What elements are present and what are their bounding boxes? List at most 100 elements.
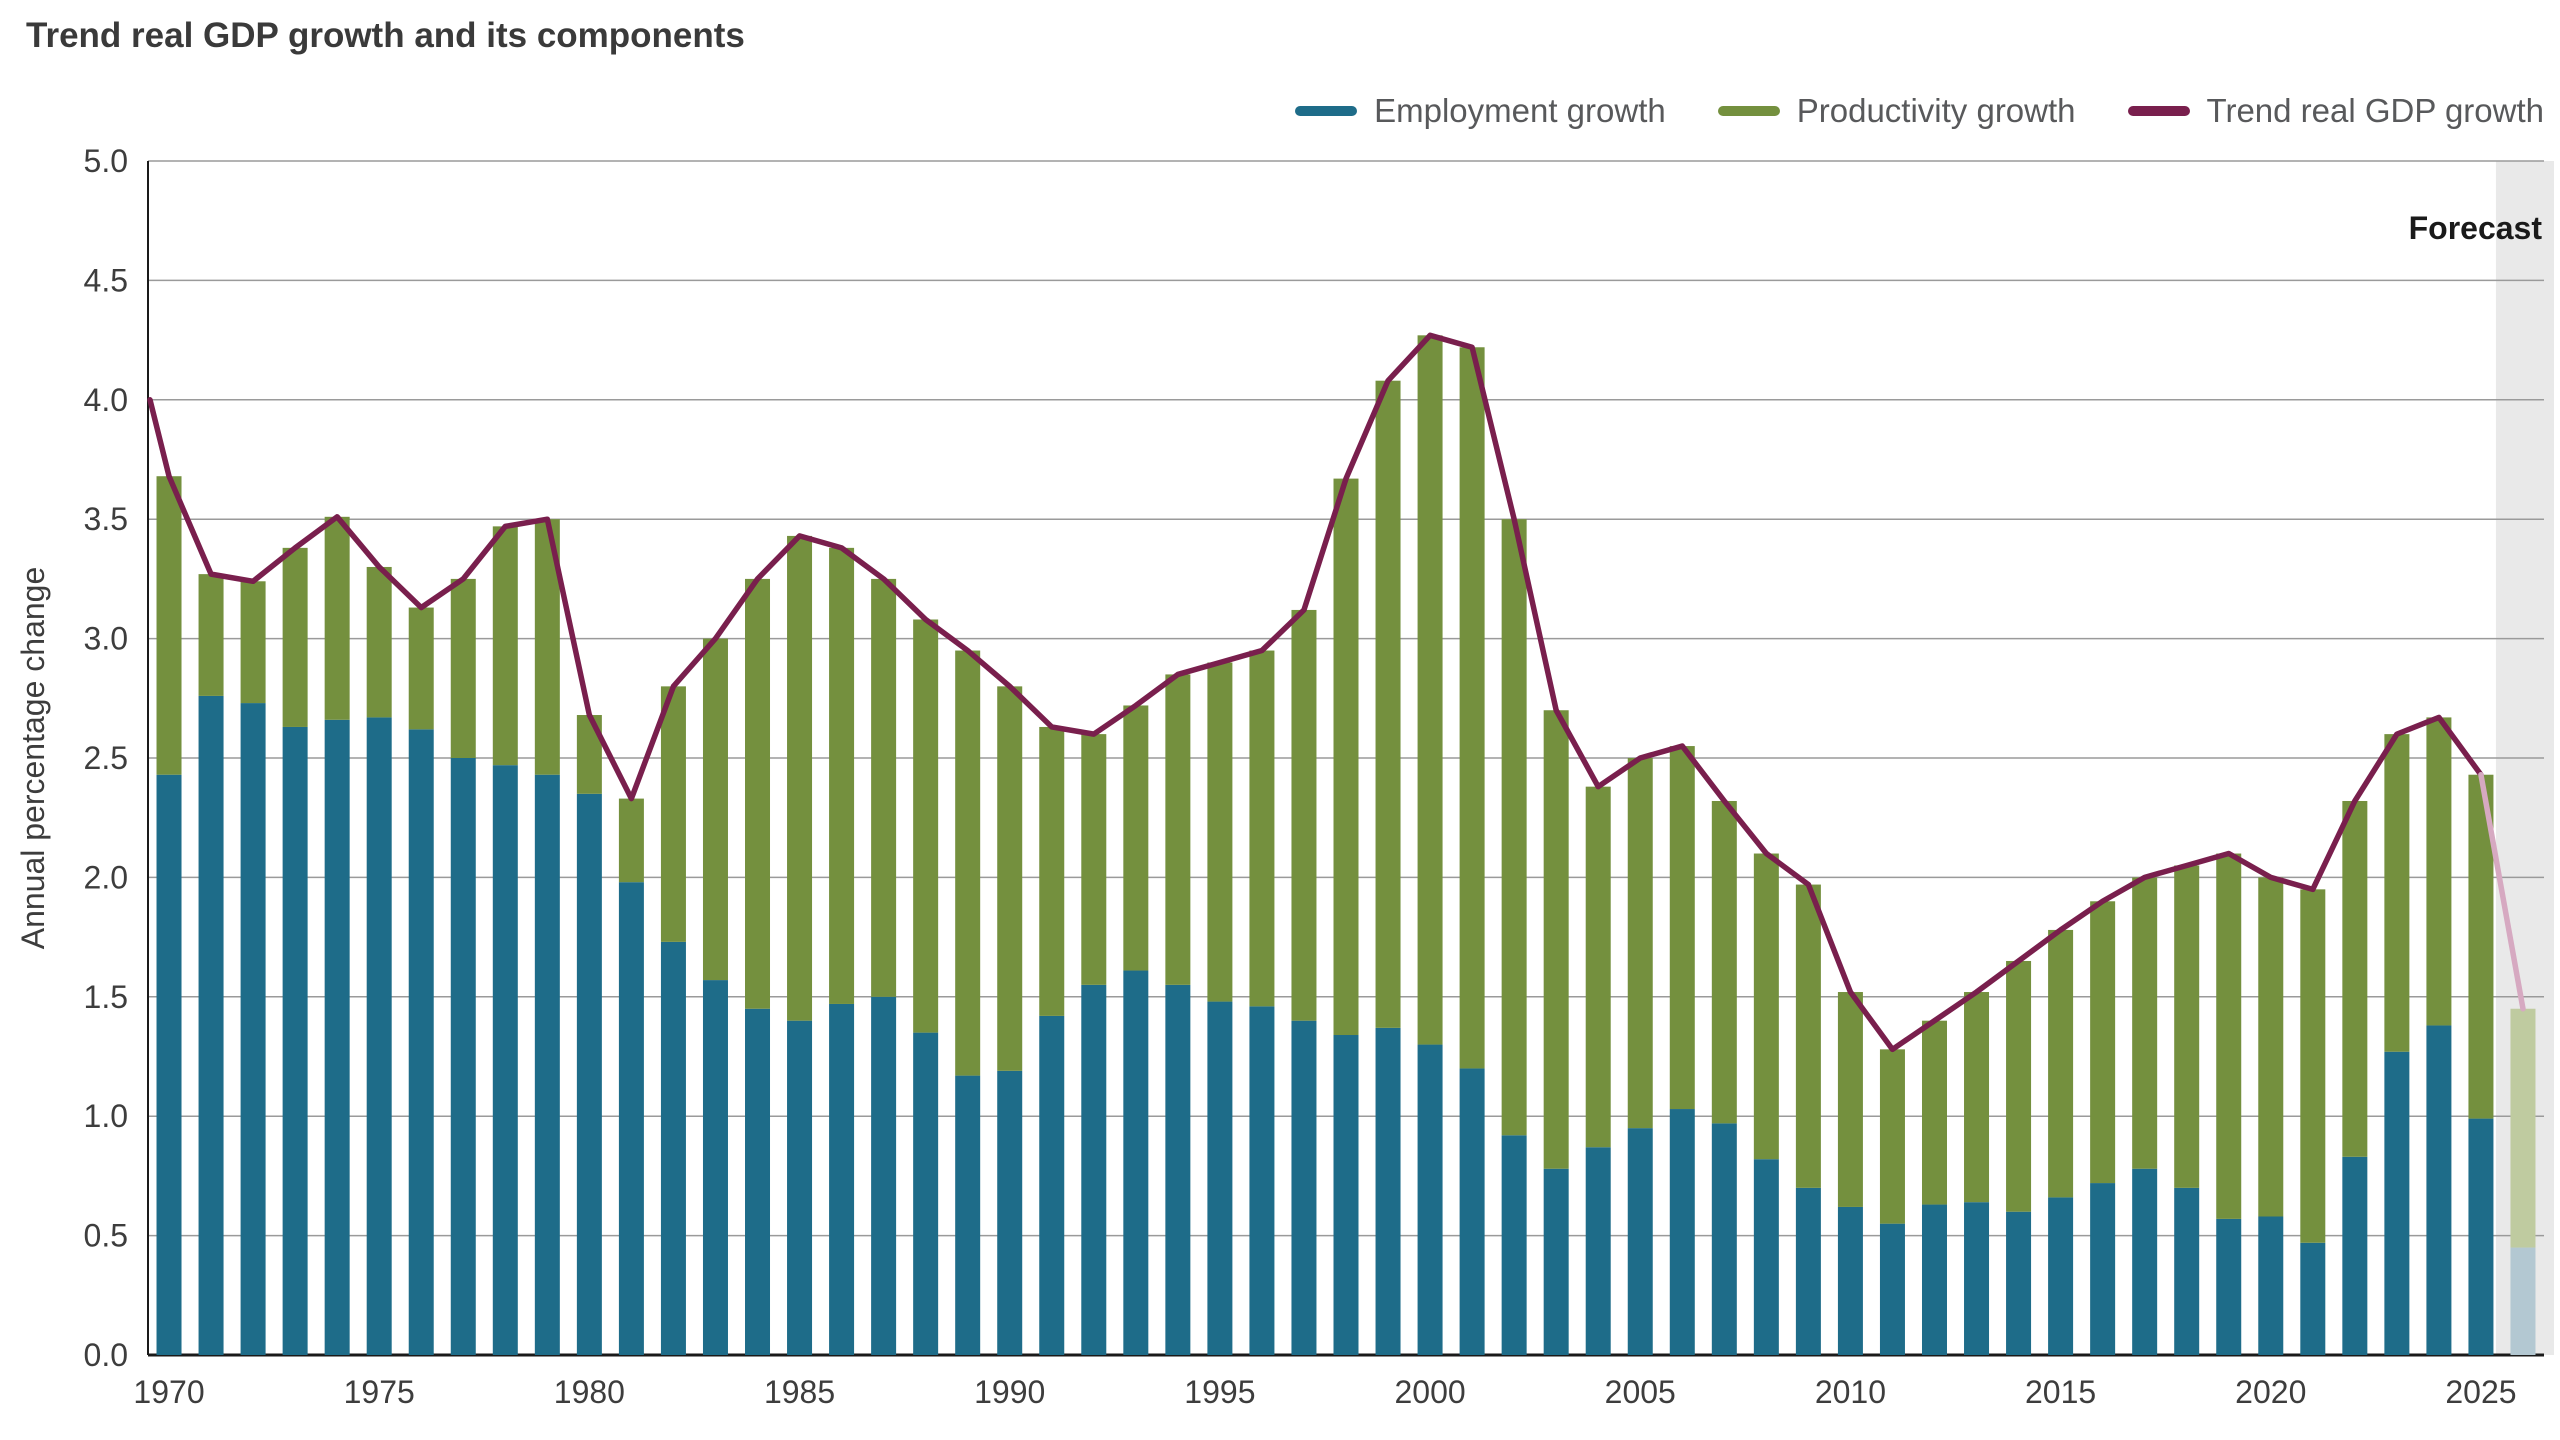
employment-bar (2048, 1197, 2074, 1355)
employment-bar (745, 1008, 771, 1355)
employment-bar (1459, 1068, 1485, 1355)
productivity-swatch-icon (1717, 106, 1780, 116)
productivity-bar (1543, 710, 1569, 1169)
y-tick-label: 4.0 (84, 382, 128, 418)
employment-bar (2426, 1025, 2452, 1355)
productivity-bar (1417, 335, 1443, 1045)
productivity-bar (1795, 884, 1821, 1188)
employment-bar (1039, 1015, 1065, 1355)
employment-bar (408, 729, 434, 1355)
productivity-bar (1501, 519, 1527, 1136)
productivity-bar (787, 535, 813, 1021)
employment-bar (997, 1070, 1023, 1355)
productivity-bar (2342, 800, 2368, 1157)
productivity-bar (2090, 901, 2116, 1184)
x-tick-label: 2010 (1815, 1374, 1886, 1410)
x-tick-label: 2020 (2235, 1374, 2306, 1410)
trend-line-forecast (2478, 771, 2526, 1012)
employment-bar (2090, 1183, 2116, 1355)
trend-swatch-icon (2127, 106, 2190, 116)
x-tick-label: 1990 (974, 1374, 1045, 1410)
employment-bar (702, 980, 728, 1355)
employment-bar (1249, 1006, 1275, 1355)
productivity-bar (1711, 800, 1737, 1124)
employment-bar (366, 717, 392, 1355)
productivity-bar (2132, 877, 2158, 1169)
employment-bar (913, 1032, 939, 1355)
productivity-bar (366, 566, 392, 718)
employment-bar (2342, 1156, 2368, 1355)
y-tick-label: 0.0 (84, 1337, 128, 1373)
employment-bar (829, 1003, 855, 1355)
productivity-bar (1375, 380, 1401, 1028)
productivity-bar (1249, 650, 1275, 1007)
y-tick-label: 0.5 (84, 1218, 128, 1254)
productivity-bar (2300, 889, 2326, 1243)
employment-bar (618, 882, 644, 1355)
employment-bar (156, 774, 182, 1355)
productivity-bar (618, 798, 644, 883)
productivity-bar (492, 526, 518, 766)
employment-swatch-icon (1295, 106, 1358, 116)
employment-bar (1585, 1147, 1611, 1355)
employment-bar (1627, 1128, 1653, 1355)
employment-bar (1501, 1135, 1527, 1355)
employment-bar (1964, 1202, 1990, 1355)
employment-bar (576, 793, 602, 1355)
employment-bar (2174, 1187, 2200, 1355)
productivity-bar (871, 578, 897, 997)
employment-bar (1417, 1044, 1443, 1355)
employment-bar (450, 758, 476, 1355)
employment-bar (1165, 984, 1191, 1355)
productivity-bar (1585, 786, 1611, 1148)
productivity-bar (240, 581, 266, 704)
legend-label-trend: Trend real GDP growth (2206, 92, 2544, 129)
productivity-bar (1291, 609, 1317, 1021)
employment-bar (1879, 1223, 1905, 1355)
productivity-bar (2510, 1008, 2536, 1248)
legend-label-employment: Employment growth (1374, 92, 1666, 129)
x-tick-label: 1970 (133, 1374, 204, 1410)
productivity-bar (1879, 1049, 1905, 1224)
y-tick-label: 2.0 (84, 859, 128, 895)
legend-label-productivity: Productivity growth (1796, 92, 2076, 129)
employment-bar (282, 726, 308, 1355)
y-tick-label: 5.0 (84, 143, 128, 179)
productivity-bar (282, 547, 308, 727)
productivity-bar (156, 476, 182, 775)
y-tick-label: 3.0 (84, 621, 128, 657)
employment-bar (1123, 970, 1149, 1355)
productivity-bar (1459, 347, 1485, 1069)
y-tick-label: 2.5 (84, 740, 128, 776)
employment-bar (1291, 1020, 1317, 1355)
employment-bar (1081, 984, 1107, 1355)
chart-legend: Employment growth Productivity growth Tr… (1295, 92, 2544, 130)
x-tick-label: 2025 (2445, 1374, 2516, 1410)
employment-bar (492, 765, 518, 1355)
employment-bar (1543, 1168, 1569, 1355)
productivity-bar (324, 516, 350, 720)
y-axis-title: Annual percentage change (15, 567, 51, 950)
chart-title: Trend real GDP growth and its components (26, 16, 745, 55)
y-tick-label: 1.0 (84, 1098, 128, 1134)
productivity-bar (955, 650, 981, 1076)
productivity-bar (1039, 726, 1065, 1016)
trend-line (147, 332, 2484, 1053)
employment-bar (871, 996, 897, 1355)
productivity-bar (2048, 929, 2074, 1198)
productivity-bar (450, 578, 476, 758)
employment-bar (1711, 1123, 1737, 1355)
employment-bar (2384, 1051, 2410, 1355)
legend-item-trend: Trend real GDP growth (2127, 92, 2544, 130)
productivity-bar (997, 686, 1023, 1071)
employment-bar (2006, 1211, 2032, 1355)
productivity-bar (913, 619, 939, 1033)
legend-item-employment: Employment growth (1295, 92, 1666, 130)
productivity-bar (702, 638, 728, 981)
employment-bar (534, 774, 560, 1355)
productivity-bar (2174, 865, 2200, 1188)
employment-bar (1921, 1204, 1947, 1355)
productivity-bar (1669, 746, 1695, 1110)
